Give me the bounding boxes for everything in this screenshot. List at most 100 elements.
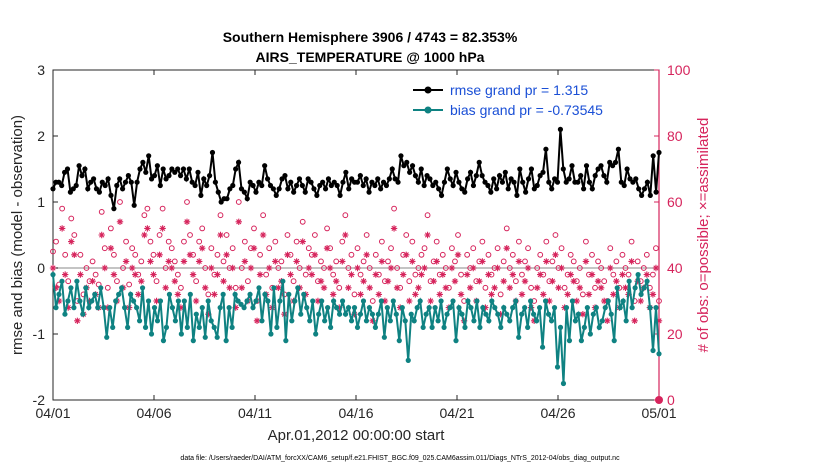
rmse-point bbox=[621, 182, 627, 189]
bias-point bbox=[56, 291, 62, 297]
obs-assimilated-marker bbox=[147, 258, 154, 265]
bias-point bbox=[92, 291, 98, 297]
obs-possible-marker bbox=[537, 251, 544, 258]
obs-assimilated-marker bbox=[524, 264, 532, 272]
obs-possible-marker bbox=[628, 238, 635, 245]
obs-assimilated-marker bbox=[604, 317, 611, 324]
obs-assimilated-marker bbox=[333, 278, 340, 285]
bias-point bbox=[292, 298, 298, 304]
bias-point bbox=[313, 331, 319, 337]
bias-point bbox=[465, 298, 471, 304]
bias-point bbox=[429, 324, 435, 330]
x-tick-label: 04/06 bbox=[136, 405, 171, 421]
obs-possible-marker bbox=[251, 225, 257, 232]
bias-point bbox=[172, 318, 178, 324]
legend-bias-marker bbox=[424, 106, 432, 114]
bias-point bbox=[426, 305, 432, 311]
bias-point bbox=[316, 311, 322, 317]
rmse-point bbox=[604, 179, 610, 185]
bias-point bbox=[104, 334, 110, 340]
rmse-point bbox=[583, 163, 590, 169]
obs-assimilated-marker bbox=[284, 251, 291, 258]
rmse-point bbox=[624, 166, 630, 172]
bias-point bbox=[125, 324, 131, 330]
obs-possible-marker bbox=[324, 225, 330, 232]
bias-point bbox=[548, 318, 555, 324]
rmse-point bbox=[450, 182, 456, 189]
bias-line bbox=[52, 274, 660, 384]
obs-assimilated-marker bbox=[220, 278, 227, 285]
obs-possible-marker bbox=[552, 232, 559, 238]
bias-point bbox=[599, 318, 605, 324]
rmse-point bbox=[502, 169, 508, 175]
rmse-point bbox=[340, 179, 346, 185]
bias-point bbox=[325, 305, 331, 311]
obs-possible-marker bbox=[120, 265, 126, 271]
bias-point bbox=[641, 285, 647, 291]
obs-assimilated-marker bbox=[226, 284, 233, 291]
obs-possible-marker bbox=[653, 245, 659, 252]
obs-assimilated-marker bbox=[339, 258, 346, 265]
obs-possible-marker bbox=[534, 265, 541, 271]
bias-point bbox=[286, 291, 292, 297]
obs-possible-marker bbox=[199, 225, 206, 232]
obs-assimilated-marker bbox=[101, 264, 108, 272]
bias-point bbox=[387, 318, 393, 324]
rmse-point bbox=[160, 166, 166, 172]
obs-possible-marker bbox=[290, 278, 297, 285]
bias-point bbox=[611, 338, 617, 344]
obs-possible-marker bbox=[348, 251, 355, 258]
bias-point bbox=[554, 364, 561, 370]
obs-assimilated-marker bbox=[521, 278, 529, 285]
obs-possible-marker bbox=[244, 278, 251, 285]
obs-possible-marker bbox=[68, 215, 75, 222]
bias-point bbox=[539, 344, 546, 350]
obs-assimilated-marker bbox=[89, 278, 96, 285]
obs-assimilated-marker bbox=[433, 258, 440, 265]
obs-possible-marker bbox=[549, 258, 556, 265]
obs-assimilated-marker bbox=[564, 291, 571, 298]
bias-point bbox=[435, 318, 441, 324]
bias-point bbox=[617, 305, 623, 311]
bias-point bbox=[184, 324, 190, 330]
obs-assimilated-marker bbox=[116, 218, 124, 225]
bias-point bbox=[241, 305, 247, 311]
bias-point bbox=[166, 291, 173, 297]
data-file-note: data file: /Users/raeder/DAI/ATM_forcXX/… bbox=[180, 455, 620, 462]
bias-point bbox=[336, 311, 343, 317]
obs-possible-marker bbox=[485, 251, 492, 258]
bias-point bbox=[235, 298, 241, 304]
rmse-point bbox=[514, 192, 520, 198]
bias-point bbox=[525, 324, 531, 330]
obs-possible-marker bbox=[418, 251, 425, 258]
bias-point bbox=[169, 305, 176, 311]
bias-point bbox=[590, 311, 596, 317]
obs-possible-marker bbox=[266, 245, 273, 252]
obs-assimilated-marker bbox=[570, 278, 577, 285]
obs-assimilated-marker bbox=[643, 271, 651, 278]
rmse-point bbox=[114, 182, 120, 189]
obs-possible-marker bbox=[567, 251, 574, 258]
bias-point bbox=[608, 311, 614, 317]
rmse-point bbox=[491, 176, 497, 182]
x-axis-label: Apr.01,2012 00:00:00 start bbox=[268, 427, 446, 444]
obs-possible-marker bbox=[208, 245, 215, 252]
chart-title: Southern Hemisphere 3906 / 4743 = 82.353… bbox=[223, 29, 518, 45]
obs-assimilated-marker bbox=[652, 264, 660, 272]
obs-assimilated-marker bbox=[628, 258, 635, 265]
obs-assimilated-marker bbox=[500, 278, 507, 285]
y-tick-label: 1 bbox=[37, 194, 45, 210]
bias-point bbox=[638, 291, 644, 297]
obs-possible-marker bbox=[144, 205, 151, 212]
obs-possible-marker bbox=[607, 245, 614, 252]
obs-possible-marker bbox=[150, 251, 157, 258]
obs-assimilated-marker bbox=[378, 258, 386, 265]
bias-point bbox=[133, 305, 140, 311]
x-tick-label: 04/26 bbox=[540, 405, 575, 421]
y2-tick-label: 20 bbox=[667, 326, 683, 342]
obs-assimilated-marker bbox=[308, 271, 316, 278]
legend-rmse-label: rmse grand pr = 1.315 bbox=[450, 82, 588, 98]
obs-assimilated-marker bbox=[400, 271, 407, 278]
rmse-point bbox=[276, 186, 282, 192]
bias-point bbox=[116, 291, 122, 297]
